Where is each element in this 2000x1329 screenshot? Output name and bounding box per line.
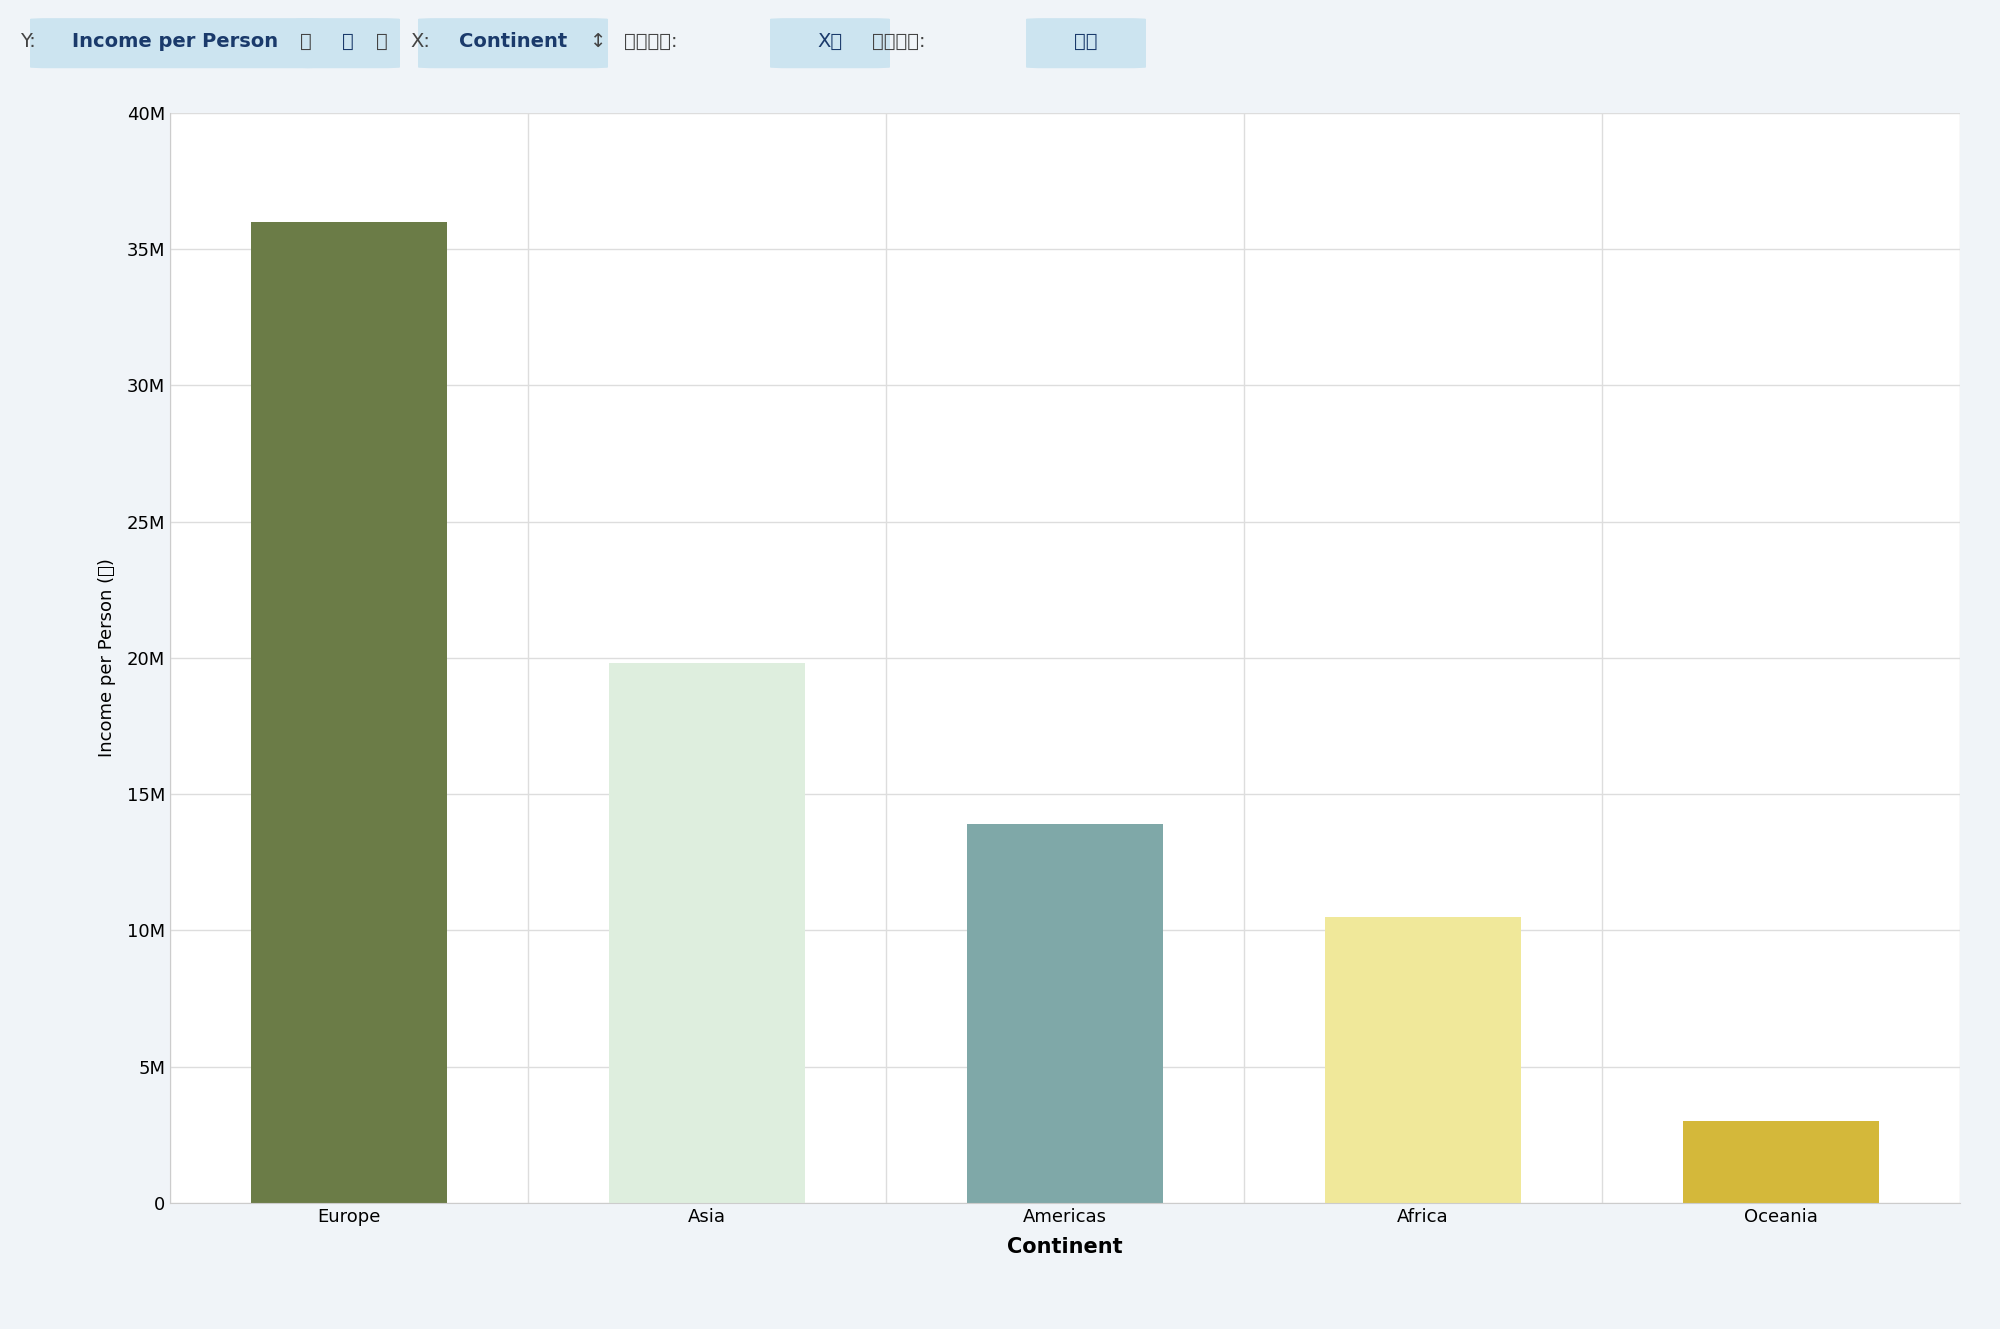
Text: Income per Person: Income per Person [72,32,278,51]
Text: （: （ [300,32,312,51]
Text: ↕: ↕ [590,32,606,51]
Text: Y:: Y: [20,32,36,51]
Text: X:: X: [410,32,430,51]
Y-axis label: Income per Person (합): Income per Person (합) [98,558,116,758]
X-axis label: Continent: Continent [1008,1237,1122,1257]
Bar [966,824,1164,1203]
Text: 화면분할:: 화면분할: [872,32,926,51]
Bar [608,663,806,1203]
Text: ）: ） [376,32,388,51]
Text: 없음: 없음 [1074,32,1098,51]
FancyBboxPatch shape [1026,19,1146,68]
Bar [1324,917,1522,1203]
FancyBboxPatch shape [418,19,608,68]
Bar [1682,1122,1880,1203]
Text: Continent: Continent [458,32,568,51]
FancyBboxPatch shape [296,19,400,68]
Bar [250,222,448,1203]
FancyBboxPatch shape [30,19,320,68]
Text: 합: 합 [342,32,354,51]
Text: 하위그룹:: 하위그룹: [624,32,678,51]
FancyBboxPatch shape [770,19,890,68]
Text: X축: X축 [818,32,842,51]
